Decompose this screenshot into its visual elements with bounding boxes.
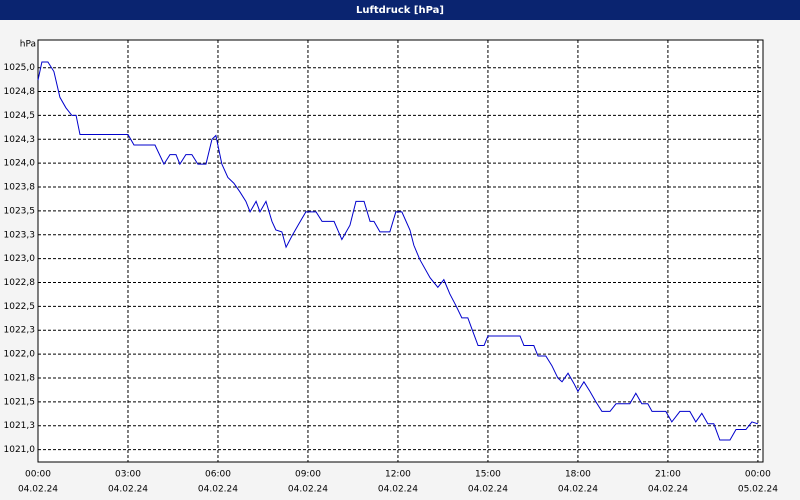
plot-area [37,39,764,463]
y-tick-label: 1021,8 [4,373,36,383]
x-tick-date: 04.02.24 [378,485,418,495]
x-tick-label: 15:00 [475,470,501,480]
x-tick-date: 04.02.24 [108,485,148,495]
y-tick-label: 1023,5 [4,206,36,216]
y-axis-unit: hPa [20,40,36,50]
x-tick-label: 00:00 [25,470,51,480]
x-tick-date: 04.02.24 [468,485,508,495]
y-tick-label: 1022,5 [4,302,36,312]
x-tick-label: 09:00 [295,470,321,480]
y-tick-label: 1024,0 [4,159,36,169]
y-tick-label: 1024,5 [4,111,36,121]
x-tick-label: 00:00 [745,470,771,480]
y-tick-label: 1021,5 [4,397,36,407]
y-tick-label: 1023,3 [4,230,36,240]
y-tick-label: 1022,0 [4,350,36,360]
x-tick-label: 03:00 [115,470,141,480]
y-tick-label: 1023,0 [4,254,36,264]
data-line [37,61,759,441]
x-tick-date: 04.02.24 [198,485,238,495]
y-tick-label: 1023,8 [4,183,36,193]
x-tick-label: 21:00 [655,470,681,480]
y-tick-label: 1024,3 [4,135,36,145]
chart-title: Luftdruck [hPa] [356,5,444,16]
y-tick-label: 1021,3 [4,421,36,431]
x-tick-date: 04.02.24 [558,485,598,495]
x-tick-date: 05.02.24 [738,485,778,495]
x-tick-date: 04.02.24 [648,485,688,495]
x-tick-date: 04.02.24 [18,485,58,495]
x-tick-date: 04.02.24 [288,485,328,495]
x-tick-label: 06:00 [205,470,231,480]
y-tick-label: 1022,3 [4,326,36,336]
y-tick-label: 1024,8 [4,87,36,97]
x-tick-label: 18:00 [565,470,591,480]
y-tick-label: 1021,0 [4,445,36,455]
y-tick-label: 1022,8 [4,278,36,288]
x-tick-label: 12:00 [385,470,411,480]
title-bar [0,0,800,20]
y-tick-label: 1025,0 [4,63,36,73]
